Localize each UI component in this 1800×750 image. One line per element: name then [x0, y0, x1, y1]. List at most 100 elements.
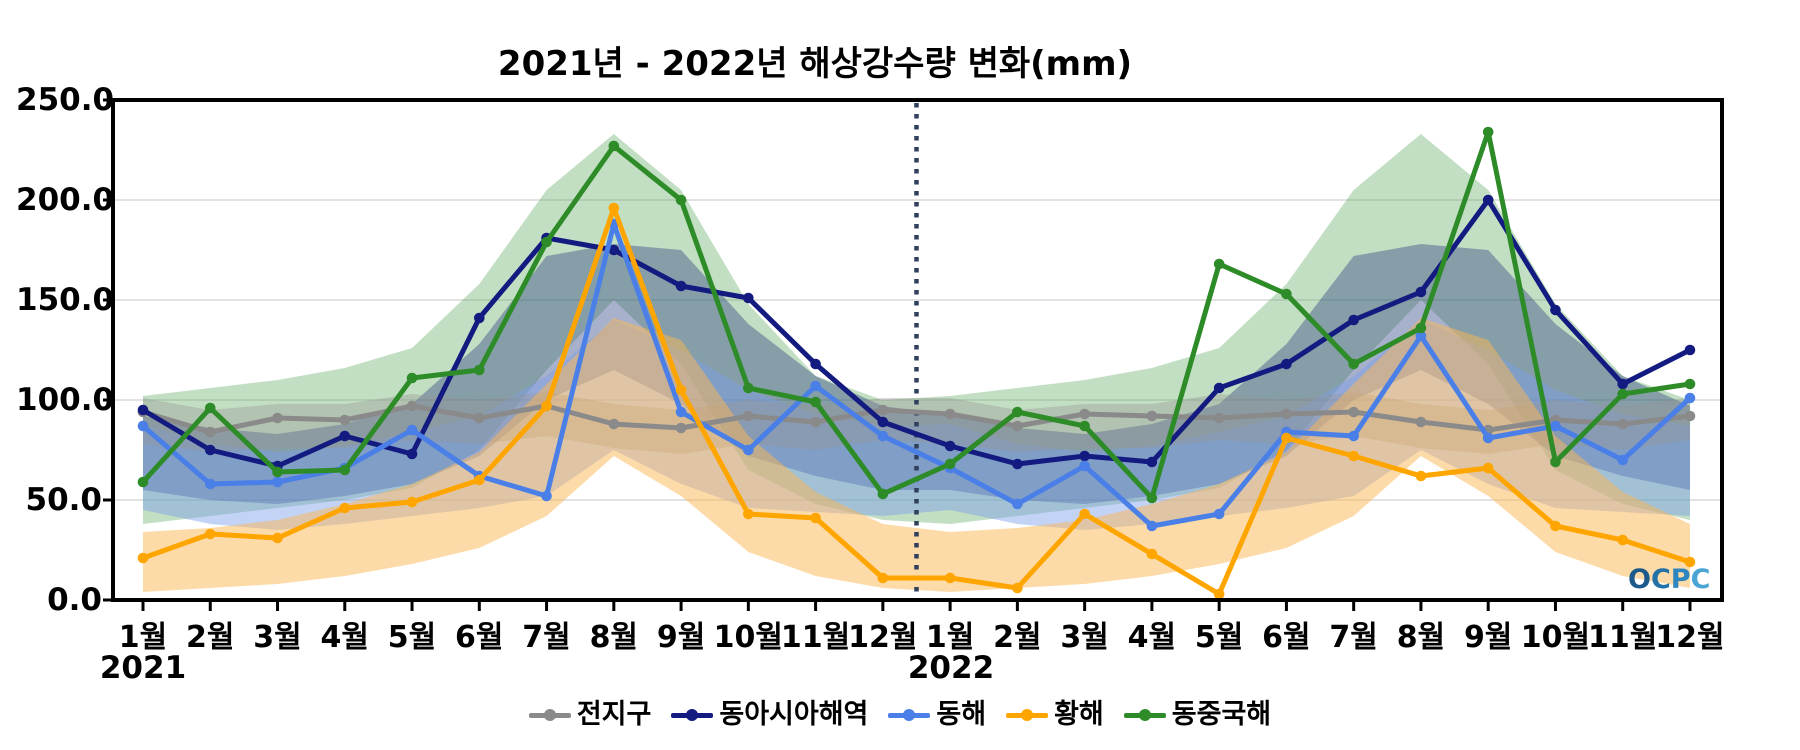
point-동해 — [675, 406, 687, 418]
point-동중국해 — [1684, 378, 1696, 390]
series-lines — [137, 126, 1696, 600]
point-황해 — [541, 400, 552, 412]
year-label-2021: 2021 — [99, 650, 187, 686]
legend-marker-icon — [888, 709, 931, 721]
x-tick-label: 11월 — [780, 620, 851, 655]
y-tick-label: 200.0 — [16, 182, 115, 218]
x-tick-label: 3월 — [1060, 620, 1109, 655]
y-tick-label: 150.0 — [16, 282, 115, 318]
point-황해 — [1146, 548, 1158, 560]
legend-item-동아시아해역: 동아시아해역 — [671, 700, 868, 730]
point-동중국해 — [474, 364, 485, 376]
point-동아시아해역 — [1213, 382, 1225, 394]
point-황해 — [1348, 450, 1359, 462]
point-동아시아해역 — [1012, 458, 1023, 470]
point-전지구 — [1348, 406, 1359, 418]
ocpc-letter: P — [1670, 564, 1691, 595]
point-동해 — [1079, 460, 1090, 472]
point-동해 — [1617, 454, 1629, 466]
point-동아시아해역 — [137, 404, 149, 416]
legend-label: 동아시아해역 — [719, 699, 869, 730]
x-tick-label: 7월 — [1329, 620, 1378, 655]
point-동중국해 — [204, 402, 216, 414]
point-동중국해 — [1281, 288, 1292, 300]
x-tick-label: 6월 — [455, 620, 504, 655]
point-황해 — [1281, 432, 1292, 444]
point-동아시아해역 — [1146, 456, 1158, 468]
point-동중국해 — [675, 194, 687, 206]
point-황해 — [1012, 582, 1023, 594]
point-전지구 — [877, 404, 889, 416]
point-전지구 — [204, 426, 216, 438]
x-tick-label: 5월 — [387, 620, 437, 655]
x-tick-label: 11월 — [1588, 620, 1658, 655]
point-동해 — [1684, 392, 1696, 404]
legend-marker-icon — [528, 709, 571, 721]
point-황해 — [204, 528, 216, 540]
point-황해 — [406, 496, 418, 508]
point-전지구 — [1281, 408, 1292, 420]
point-황해 — [272, 532, 283, 544]
y-tick-label: 0.0 — [47, 582, 102, 618]
point-동중국해 — [810, 396, 821, 408]
point-전지구 — [1415, 416, 1427, 428]
point-동중국해 — [1146, 492, 1158, 504]
legend-marker-icon — [1123, 709, 1166, 721]
x-tick-label: 2월 — [993, 620, 1042, 655]
point-황해 — [877, 572, 889, 584]
x-tick-label: 8월 — [589, 620, 639, 655]
point-동아시아해역 — [204, 444, 216, 456]
point-동해 — [877, 430, 889, 442]
point-황해 — [474, 474, 485, 486]
point-황해 — [1079, 508, 1090, 520]
point-동해 — [1550, 420, 1561, 432]
point-전지구 — [474, 412, 485, 424]
point-동해 — [137, 420, 149, 432]
x-tick-label: 12월 — [848, 620, 918, 655]
point-동해 — [204, 478, 216, 490]
point-황해 — [1617, 534, 1629, 546]
point-전지구 — [608, 418, 620, 430]
point-황해 — [1482, 462, 1494, 474]
point-동아시아해역 — [944, 440, 956, 452]
x-tick-label: 12월 — [1655, 620, 1725, 655]
point-동중국해 — [743, 382, 754, 394]
point-전지구 — [406, 400, 418, 412]
x-tick-label: 9월 — [656, 620, 706, 655]
point-황해 — [1684, 556, 1696, 568]
point-동아시아해역 — [474, 312, 485, 324]
point-동아시아해역 — [877, 416, 889, 428]
y-tick-label: 250.0 — [16, 82, 115, 118]
line-전지구 — [140, 403, 1693, 435]
x-tick-label: 9월 — [1463, 620, 1513, 655]
point-동아시아해역 — [1079, 450, 1090, 462]
point-전지구 — [272, 412, 283, 424]
point-동중국해 — [1550, 456, 1561, 468]
chart-title: 2021년 - 2022년 해상강수량 변화(mm) — [497, 44, 1133, 84]
point-동중국해 — [272, 466, 283, 478]
point-동아시아해역 — [743, 292, 754, 304]
point-동해 — [1348, 430, 1359, 442]
year-label-2022: 2022 — [907, 650, 995, 686]
point-동중국해 — [137, 476, 149, 488]
point-동해 — [1213, 508, 1225, 520]
point-동중국해 — [944, 458, 956, 470]
point-황해 — [339, 502, 351, 514]
point-전지구 — [944, 408, 956, 420]
point-동아시아해역 — [406, 448, 418, 460]
point-동해 — [541, 490, 552, 502]
plot-frame — [111, 98, 1724, 602]
point-전지구 — [810, 416, 821, 428]
x-tick-label: 10월 — [713, 620, 783, 655]
point-동중국해 — [406, 372, 418, 384]
x-tick-label: 1월 — [925, 620, 975, 655]
x-tick-label: 8월 — [1396, 620, 1446, 655]
band-동중국해 — [143, 134, 1690, 524]
x-tick-label: 3월 — [253, 620, 302, 655]
point-황해 — [1415, 470, 1427, 482]
point-전지구 — [1213, 412, 1225, 424]
point-동중국해 — [1079, 420, 1090, 432]
legend-marker-icon — [1006, 709, 1049, 721]
point-동중국해 — [1482, 126, 1494, 138]
